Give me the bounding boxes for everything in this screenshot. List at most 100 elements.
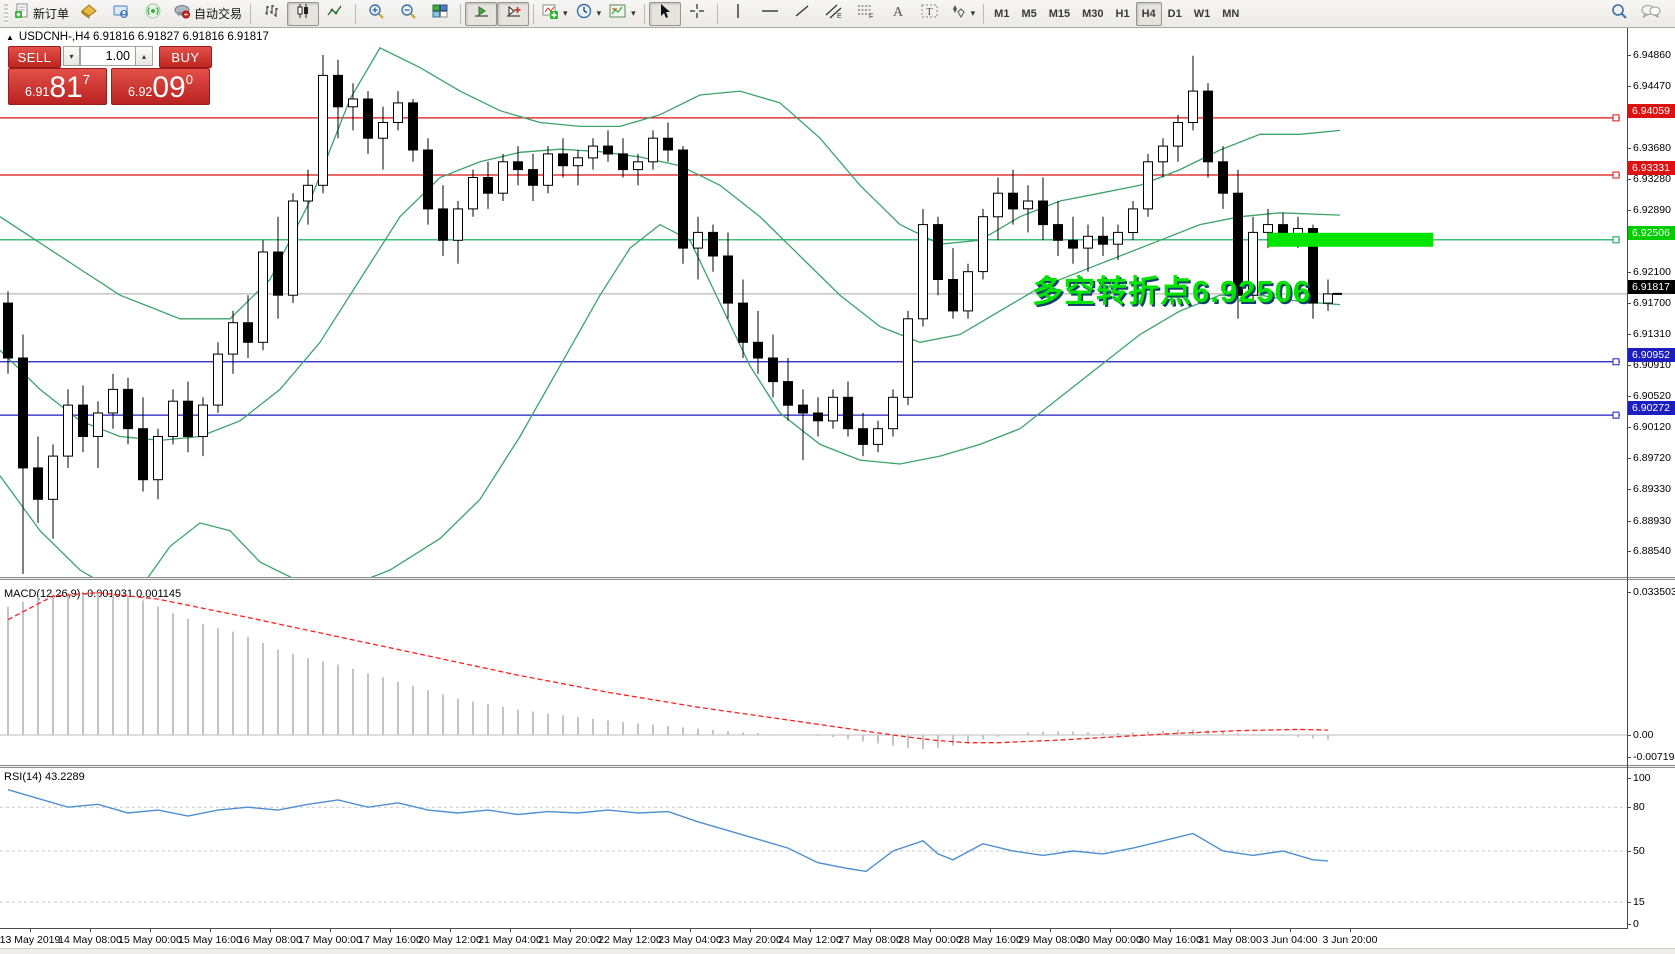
new-order-label: 新订单	[33, 7, 70, 21]
zoom-in-button[interactable]	[360, 2, 392, 26]
templates-button[interactable]: ▾	[605, 2, 640, 26]
price-tick-mark	[1627, 489, 1631, 491]
arrows-shapes-icon	[950, 3, 967, 24]
time-tick-label: 27 May 08:00	[838, 934, 902, 946]
line-chart-button[interactable]	[319, 2, 351, 26]
window-bottom-edge	[0, 948, 1675, 954]
sell-price-display[interactable]: 6.91 81 7	[8, 68, 107, 105]
rsi-tick-mark	[1627, 851, 1631, 852]
price-tick-label: 6.91310	[1633, 327, 1671, 340]
cursor-tool-button[interactable]	[648, 1, 681, 26]
timeframe-m15-button[interactable]: M15	[1048, 7, 1071, 20]
macd-plot[interactable]	[0, 580, 1627, 765]
periods-clock-icon	[576, 3, 593, 24]
price-tick-mark	[1627, 85, 1631, 87]
price-level-tag: 6.90272	[1628, 401, 1675, 416]
time-tick-label: 30 May 16:00	[1138, 934, 1202, 946]
toolbar-separator	[716, 3, 718, 24]
candlestick-chart-button[interactable]	[287, 1, 320, 26]
timeframe-h1-button[interactable]: H1	[1115, 7, 1130, 20]
profile-button[interactable]	[105, 2, 137, 26]
time-tick-mark	[810, 928, 811, 932]
periods-button[interactable]: ▾	[572, 2, 606, 26]
symbol-ohlc-header: ▲ USDCNH-,H4 6.91816 6.91827 6.91816 6.9…	[6, 31, 269, 43]
auto-trading-icon	[173, 3, 191, 24]
rsi-tick-label: 50	[1633, 845, 1645, 857]
sell-button[interactable]: SELL	[8, 46, 61, 68]
macd-tick-mark	[1627, 735, 1631, 736]
svg-text:F: F	[869, 14, 873, 20]
time-tick-mark	[210, 928, 211, 932]
vertical-line-tool-button[interactable]	[722, 2, 754, 26]
timeframe-d1-button[interactable]: D1	[1167, 7, 1182, 20]
timeframe-h4-button[interactable]: H4	[1135, 1, 1162, 26]
timeframe-w1-button[interactable]: W1	[1193, 7, 1211, 20]
text-label-tool-button[interactable]: T	[914, 2, 946, 26]
time-tick-label: 20 May 12:00	[418, 934, 482, 946]
rsi-tick-mark	[1627, 778, 1631, 779]
tile-windows-button[interactable]	[424, 2, 456, 26]
panel-splitter[interactable]	[0, 765, 1675, 768]
timeframe-m30-button[interactable]: M30	[1082, 7, 1104, 20]
time-tick-label: 23 May 04:00	[658, 934, 722, 946]
zoom-out-button[interactable]	[392, 2, 424, 26]
price-tick-mark	[1627, 458, 1631, 460]
volume-decrease-button[interactable]: ▾	[63, 46, 80, 66]
auto-trading-button[interactable]: 自动交易	[169, 2, 246, 26]
time-tick-mark	[630, 928, 631, 932]
arrows-tool-button[interactable]: ▾	[946, 2, 980, 26]
buy-button[interactable]: BUY	[159, 46, 212, 68]
new-order-button[interactable]: 新订单	[10, 2, 73, 26]
time-tick-label: 15 May 00:00	[118, 934, 182, 946]
rsi-plot[interactable]	[0, 768, 1627, 928]
time-tick-mark	[150, 928, 151, 932]
dropdown-arrow-icon: ▾	[596, 8, 602, 18]
time-tick-mark	[1050, 928, 1051, 932]
panel-splitter[interactable]	[0, 577, 1675, 580]
chart-annotation-text: 多空转折点6.92506	[1032, 274, 1312, 309]
zoom-out-icon	[400, 3, 417, 24]
time-tick-label: 29 May 08:00	[1018, 934, 1082, 946]
text-icon: A	[891, 3, 905, 24]
toolbar-separator	[355, 3, 357, 24]
horizontal-line-tool-button[interactable]	[754, 2, 786, 26]
equidistant-channel-icon: E	[825, 3, 843, 24]
chart-window[interactable]: ▲ USDCNH-,H4 6.91816 6.91827 6.91816 6.9…	[0, 28, 1675, 954]
chat-button[interactable]	[1635, 2, 1667, 26]
one-click-trading-panel: SELL ▾ 1.00 ▴ BUY 6.91 81 7 6.92 09 0	[8, 46, 212, 105]
toolbar-separator	[643, 3, 645, 24]
rsi-tick-mark	[1627, 924, 1631, 925]
equidistant-channel-tool-button[interactable]: E	[818, 2, 850, 26]
price-chart-plot[interactable]	[0, 35, 1627, 578]
volume-increase-button[interactable]: ▴	[136, 46, 153, 66]
volume-input[interactable]: 1.00	[80, 46, 136, 66]
price-tick-label: 6.92100	[1633, 265, 1671, 278]
trendline-tool-button[interactable]	[786, 2, 818, 26]
crosshair-tool-button[interactable]	[681, 2, 713, 26]
text-label-icon: T	[921, 3, 939, 24]
time-tick-mark	[1170, 928, 1171, 932]
time-axis-line	[0, 928, 1628, 929]
bar-chart-button[interactable]	[255, 2, 287, 26]
time-tick-label: 3 Jun 20:00	[1322, 934, 1378, 946]
search-button[interactable]	[1603, 2, 1635, 26]
macd-tick-mark	[1627, 592, 1631, 593]
collapse-arrow-icon: ▲	[6, 32, 14, 42]
bu[interactable]: 6.92 09 0	[111, 68, 210, 105]
signals-button[interactable]	[137, 2, 169, 26]
timeframe-m1-button[interactable]: M1	[994, 7, 1010, 20]
timeframe-m5-button[interactable]: M5	[1021, 7, 1037, 20]
timeframe-mn-button[interactable]: MN	[1222, 7, 1240, 20]
fibonacci-tool-button[interactable]: F	[850, 2, 882, 26]
text-tool-button[interactable]: A	[882, 2, 914, 26]
symbol-ohlc-text: USDCNH-,H4 6.91816 6.91827 6.91816 6.918…	[18, 31, 269, 43]
auto-scroll-button[interactable]	[465, 1, 498, 26]
price-tick-label: 6.88930	[1633, 514, 1671, 527]
time-tick-label: 30 May 00:00	[1078, 934, 1142, 946]
new-order-icon	[14, 3, 30, 24]
history-center-button[interactable]	[73, 2, 105, 26]
chart-shift-button[interactable]	[497, 1, 530, 26]
indicators-button[interactable]: ▾	[538, 2, 572, 26]
price-tick-mark	[1627, 427, 1631, 429]
price-tick-mark	[1627, 209, 1631, 211]
